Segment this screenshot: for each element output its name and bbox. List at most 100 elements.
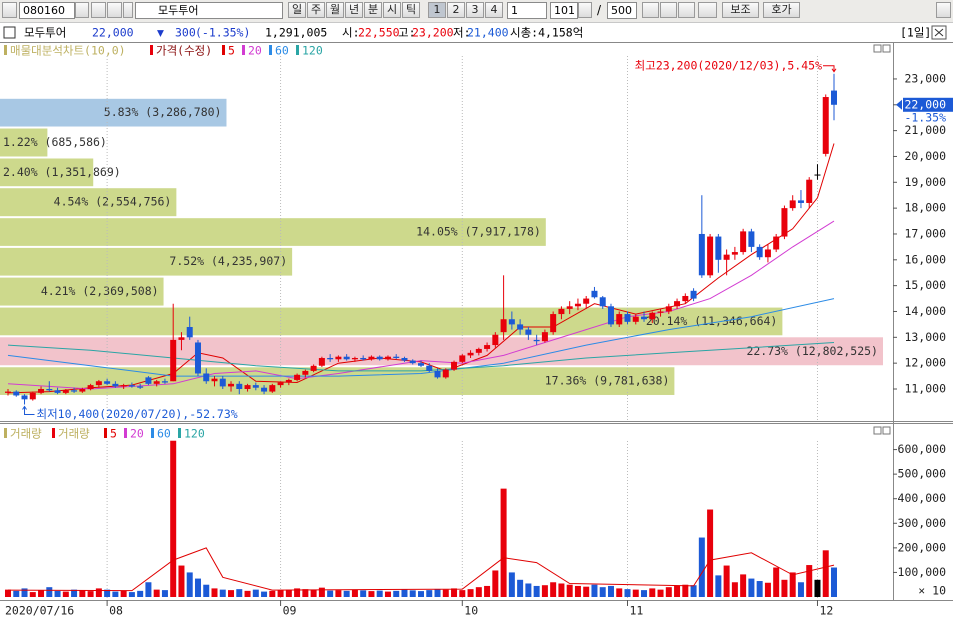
settings-icon[interactable] (678, 2, 695, 18)
y-tick-label: 200,000 (898, 540, 947, 554)
profile-label: 7.52% (4,235,907) (169, 254, 287, 268)
candle-body (228, 383, 235, 387)
period-button[interactable]: 시 (383, 2, 401, 18)
volume-bar (252, 589, 259, 597)
name-input[interactable]: 모두투어 (135, 2, 283, 19)
y-tick-label: 500,000 (898, 467, 947, 481)
period-button[interactable]: 틱 (402, 2, 420, 18)
candle-body (252, 385, 259, 388)
volume-bar (434, 589, 441, 597)
period-button[interactable]: 분 (364, 2, 382, 18)
code-dropdown[interactable] (75, 2, 89, 18)
profile-label: 4.54% (2,554,756) (54, 195, 172, 209)
candle-body (641, 316, 648, 320)
favorite-button[interactable] (107, 2, 122, 18)
volume-bar (401, 589, 408, 597)
code-input[interactable]: 080160 (19, 2, 75, 19)
volume-bar (649, 588, 656, 597)
checkbox[interactable] (3, 26, 16, 39)
candle-body (822, 97, 829, 154)
candle-body (153, 381, 160, 384)
tool-icon[interactable] (642, 2, 659, 18)
y-tick-label: 12,000 (904, 356, 946, 370)
volume-bar (657, 589, 664, 597)
candle-body (657, 311, 664, 313)
legend-label: 120 (184, 427, 205, 441)
volume-bar (492, 570, 499, 597)
move-icon[interactable] (698, 2, 717, 18)
volume-bar (294, 588, 301, 597)
legend-marker (124, 428, 127, 438)
panel-icon[interactable] (882, 426, 891, 435)
volume-bar (715, 575, 722, 597)
candle-body (616, 314, 623, 325)
save-icon[interactable] (660, 2, 677, 18)
panel-icon[interactable] (882, 44, 891, 53)
candle-body (236, 383, 243, 389)
total-input[interactable]: 500 (607, 2, 637, 19)
low-annotation: 최저10,400(2020/07/20),-52.73% (37, 407, 238, 421)
number-button[interactable]: 2 (447, 2, 465, 18)
profile-label: 14.05% (7,917,178) (416, 225, 541, 239)
number-button[interactable]: 1 (428, 2, 446, 18)
volume-bar (62, 591, 69, 597)
candle-body (384, 356, 391, 360)
y-tick-label: 23,000 (904, 71, 946, 85)
candle-body (161, 381, 168, 383)
collapse-button[interactable] (936, 2, 951, 18)
next-button[interactable] (123, 2, 133, 18)
aux-button[interactable]: 보조 (722, 2, 759, 18)
volume-bar (112, 591, 119, 597)
volume-bar (87, 591, 94, 597)
info-open: 22,550 (358, 26, 400, 40)
volume-bar (500, 488, 507, 597)
volume-bar (484, 585, 491, 597)
volume-bar (550, 582, 557, 597)
candle-body (393, 356, 400, 358)
period-button[interactable]: 월 (326, 2, 344, 18)
menu-icon[interactable] (2, 2, 17, 18)
period-button[interactable]: 주 (307, 2, 325, 18)
volume-bar (698, 537, 705, 597)
candle-body (682, 295, 689, 302)
number-button[interactable]: 4 (485, 2, 503, 18)
quote-button[interactable]: 호가 (763, 2, 800, 18)
number-button[interactable]: 3 (466, 2, 484, 18)
panel-icon[interactable] (873, 426, 882, 435)
candle-body (62, 390, 69, 393)
candle-body (120, 385, 127, 387)
candle-body (525, 329, 532, 335)
volume-bar (120, 590, 127, 597)
volume-bar (525, 583, 532, 597)
volume-bar (409, 590, 416, 597)
volume-bar (71, 589, 78, 597)
info-price: 22,000 (92, 26, 134, 40)
legend-label: 5 (228, 44, 235, 58)
volume-bar (145, 582, 152, 597)
count-spinner[interactable] (578, 2, 592, 18)
search-button[interactable] (91, 2, 106, 18)
candle-body (360, 357, 367, 360)
volume-bar (723, 565, 730, 597)
candle-body (285, 379, 292, 383)
count-input[interactable]: 101 (550, 2, 578, 19)
candle-body (137, 386, 144, 388)
y-tick-label: 100,000 (898, 565, 947, 579)
legend-marker (104, 428, 107, 438)
volume-bar (781, 579, 788, 597)
y-tick-label: 16,000 (904, 252, 946, 266)
volume-bar (343, 590, 350, 597)
candle-body (517, 324, 524, 330)
volume-bar (335, 590, 342, 597)
volume-bar (137, 590, 144, 597)
profile-label: 22.73% (12,802,525) (746, 344, 878, 358)
panel-icon[interactable] (873, 44, 882, 53)
candle-body (170, 339, 177, 382)
profile-label: 4.21% (2,369,508) (41, 284, 159, 298)
period-button[interactable]: 년 (345, 2, 363, 18)
period-button[interactable]: 일 (288, 2, 306, 18)
legend-label: 60 (275, 44, 289, 58)
unit-select[interactable]: 1 (507, 2, 547, 19)
volume-bar (789, 572, 796, 597)
